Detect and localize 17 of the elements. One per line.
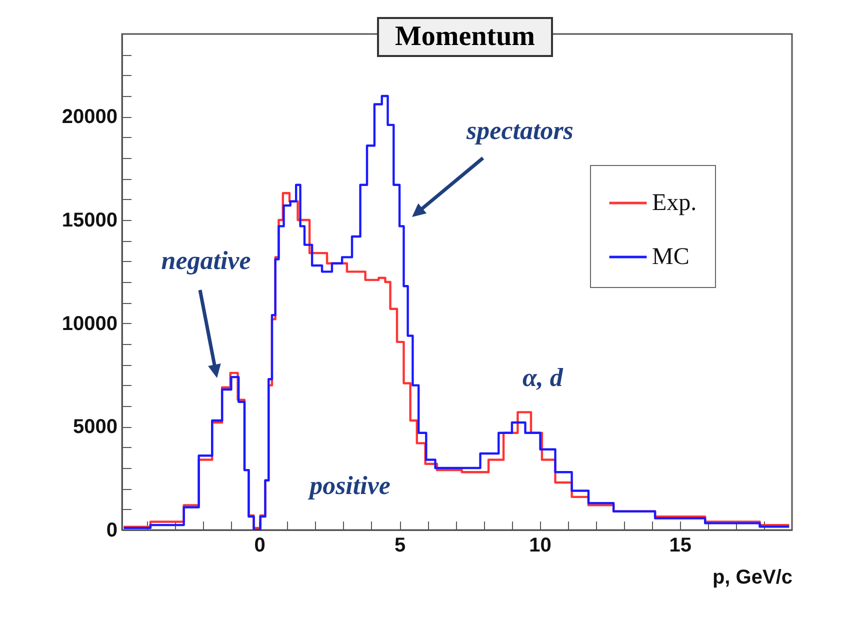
y-tick-label: 15000 — [62, 210, 118, 232]
annotation: α, d — [522, 363, 564, 392]
x-axis-title: p, GeV/c — [712, 566, 792, 588]
annotation: positive — [308, 470, 390, 500]
legend-label: MC — [652, 244, 690, 270]
x-tick-label: 0 — [254, 534, 266, 556]
chart-title: Momentum — [377, 17, 553, 57]
legend-label: Exp. — [652, 190, 697, 216]
annotation: negative — [161, 246, 251, 275]
y-tick-label: 20000 — [62, 106, 118, 128]
x-tick-label: 15 — [669, 534, 692, 556]
x-tick-label: 10 — [529, 534, 552, 556]
y-tick-label: 5000 — [73, 416, 118, 438]
y-tick-label: 10000 — [62, 312, 118, 335]
x-tick-label: 5 — [394, 534, 406, 556]
annotation: spectators — [466, 116, 574, 145]
y-tick-label: 0 — [106, 520, 118, 542]
